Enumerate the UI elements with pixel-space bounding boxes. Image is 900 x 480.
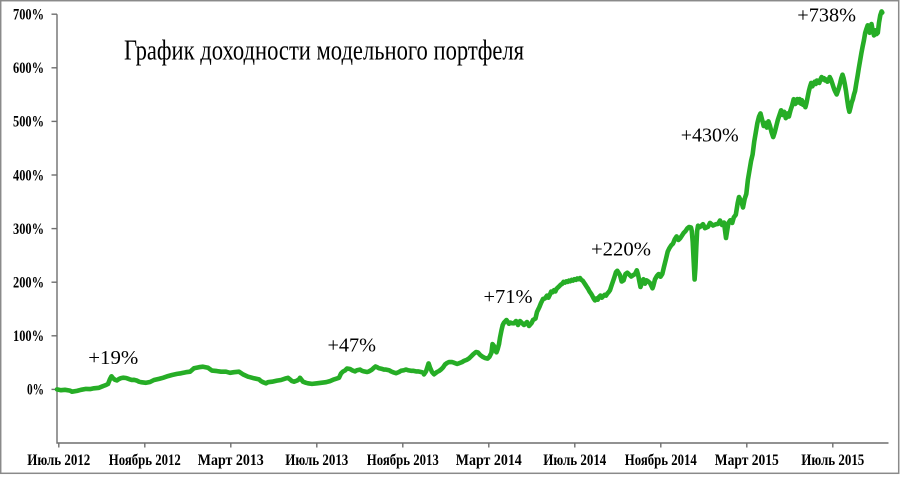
svg-text:+19%: +19% bbox=[88, 347, 138, 369]
svg-text:Март 2014: Март 2014 bbox=[456, 452, 522, 469]
svg-text:Июль 2015: Июль 2015 bbox=[801, 452, 864, 469]
svg-text:200%: 200% bbox=[13, 275, 44, 292]
svg-text:Март 2015: Март 2015 bbox=[715, 452, 779, 469]
svg-text:Июль 2014: Июль 2014 bbox=[543, 452, 606, 469]
svg-text:Ноябрь 2014: Ноябрь 2014 bbox=[625, 452, 697, 469]
svg-text:100%: 100% bbox=[13, 328, 44, 345]
svg-text:300%: 300% bbox=[13, 221, 44, 238]
svg-text:600%: 600% bbox=[13, 60, 44, 77]
svg-text:Ноябрь 2013: Ноябрь 2013 bbox=[367, 452, 439, 469]
svg-text:+220%: +220% bbox=[591, 239, 651, 261]
svg-text:+430%: +430% bbox=[681, 125, 739, 147]
svg-text:Ноябрь 2012: Ноябрь 2012 bbox=[109, 452, 181, 469]
svg-text:500%: 500% bbox=[13, 114, 44, 131]
svg-text:+47%: +47% bbox=[328, 335, 377, 357]
svg-text:График доходности модельного п: График доходности модельного портфеля bbox=[124, 36, 524, 67]
svg-text:Март 2013: Март 2013 bbox=[198, 452, 264, 469]
svg-text:700%: 700% bbox=[13, 7, 44, 24]
svg-text:Июль 2012: Июль 2012 bbox=[27, 452, 90, 469]
svg-text:400%: 400% bbox=[13, 167, 44, 184]
svg-text:0%: 0% bbox=[27, 382, 44, 399]
svg-text:Июль 2013: Июль 2013 bbox=[285, 452, 348, 469]
svg-text:+71%: +71% bbox=[484, 286, 533, 308]
svg-text:+738%: +738% bbox=[797, 5, 856, 27]
